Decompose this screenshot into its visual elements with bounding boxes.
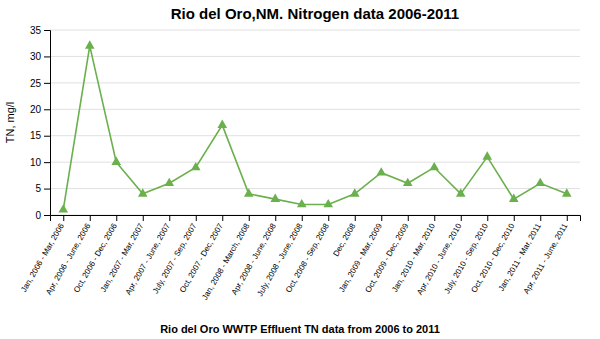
tick-mark [540, 215, 541, 221]
tick-mark [381, 215, 382, 221]
tick: 5 [35, 183, 50, 194]
tick-mark [249, 215, 250, 221]
tick: 0 [35, 210, 50, 221]
grid-line [50, 109, 580, 110]
tick: 25 [30, 78, 50, 89]
title: Rio del Oro,NM. Nitrogen data 2006-2011 [171, 5, 459, 22]
point [323, 199, 333, 207]
tick-label: 25 [30, 78, 42, 89]
point [217, 120, 227, 128]
tick-label: Apr, 2011 - June, 2011 [522, 221, 570, 295]
grid-line [50, 188, 580, 189]
tick-mark [487, 215, 488, 221]
point [456, 188, 466, 196]
tick: 20 [30, 104, 50, 115]
tick-mark [196, 215, 197, 221]
point [164, 178, 174, 186]
point [191, 162, 201, 170]
grid-line [50, 82, 580, 83]
point [58, 204, 68, 212]
tick-mark [44, 162, 50, 163]
y-axis-title: TN, mg/l [4, 102, 16, 144]
tick: Apr, 2011 - June, 2011 [522, 215, 570, 295]
marks [58, 40, 571, 212]
plot: 0 5 10 15 20 25 30 35 Jan, 2006 - Mar, 2006Apr, … [19, 25, 580, 302]
tick-label: Apr, 2007 - June, 2007 [124, 221, 173, 296]
tick: 10 [30, 157, 50, 168]
point [535, 178, 545, 186]
grid-line [50, 162, 580, 163]
tick-label: Dec, 2008 [331, 221, 357, 258]
point [244, 188, 254, 196]
point [297, 199, 307, 207]
tick-mark [44, 189, 50, 190]
tick-mark [116, 215, 117, 221]
grid-line [50, 30, 580, 31]
tick-label: Jan, 2008 - March, 2008 [200, 221, 251, 301]
tick: Dec, 2008 [331, 215, 357, 258]
tick-label: Apr, 2008 - June, 2008 [230, 221, 279, 296]
tick-mark [275, 215, 276, 221]
tick-label: Apr, 2010 - June, 2010 [415, 221, 464, 296]
point [350, 188, 360, 196]
point [403, 178, 413, 186]
tick: 35 [30, 25, 50, 36]
tick-label: 10 [30, 157, 42, 168]
chart: 0 5 10 15 20 25 30 35 Jan, 2006 - Mar, 2006Apr, … [0, 0, 600, 339]
line [63, 46, 567, 210]
point [111, 157, 121, 165]
tick-label: 5 [35, 183, 41, 194]
caption: Rio del Oro WWTP Effluent TN data from 2… [160, 323, 440, 335]
tick-mark [222, 215, 223, 221]
tick-mark [302, 215, 303, 221]
tick: Jan, 2008 - March, 2008 [200, 215, 251, 302]
axis-line [51, 216, 581, 222]
tick-mark [355, 215, 356, 221]
tick-mark [143, 215, 144, 221]
tick-label: 0 [35, 210, 41, 221]
tick-label: Oct, 2008 - Sep, 2008 [284, 221, 331, 294]
tick: Oct, 2008 - Sep, 2008 [284, 215, 331, 294]
grid-line [50, 56, 580, 57]
tick-mark [44, 30, 50, 31]
point [509, 194, 519, 202]
tick-mark [44, 136, 50, 137]
tick-label: 15 [30, 130, 42, 141]
tick-mark [514, 215, 515, 221]
tick: 15 [30, 130, 50, 141]
point [376, 167, 386, 175]
tick-mark [44, 215, 50, 216]
tick-mark [44, 109, 50, 110]
tick: July, 2008 - June, 2008 [255, 215, 304, 298]
grid-line [50, 135, 580, 136]
axis-line [44, 31, 51, 216]
tick-label: July, 2008 - June, 2008 [255, 221, 304, 297]
y-axis: 0 5 10 15 20 25 30 35 [30, 25, 51, 221]
point [482, 151, 492, 159]
tick-mark [434, 215, 435, 221]
tick-mark [169, 215, 170, 221]
tick-mark [90, 215, 91, 221]
tick-mark [567, 215, 568, 221]
point [85, 40, 95, 48]
tick-mark [44, 83, 50, 84]
point [562, 188, 572, 196]
tick-mark [328, 215, 329, 221]
tick-label: Apr, 2006 - June, 2006 [44, 221, 93, 296]
tick-mark [461, 215, 462, 221]
tick-label: 30 [30, 51, 42, 62]
point [138, 188, 148, 196]
grid [50, 30, 580, 215]
tick-mark [408, 215, 409, 221]
tick: 30 [30, 51, 50, 62]
point [429, 162, 439, 170]
tick-mark [44, 56, 50, 57]
point [270, 194, 280, 202]
tick-label: 20 [30, 104, 42, 115]
x-axis: Jan, 2006 - Mar, 2006Apr, 2006 - June, 2… [19, 215, 580, 302]
tick-label: 35 [30, 25, 42, 36]
tick-mark [63, 215, 64, 221]
